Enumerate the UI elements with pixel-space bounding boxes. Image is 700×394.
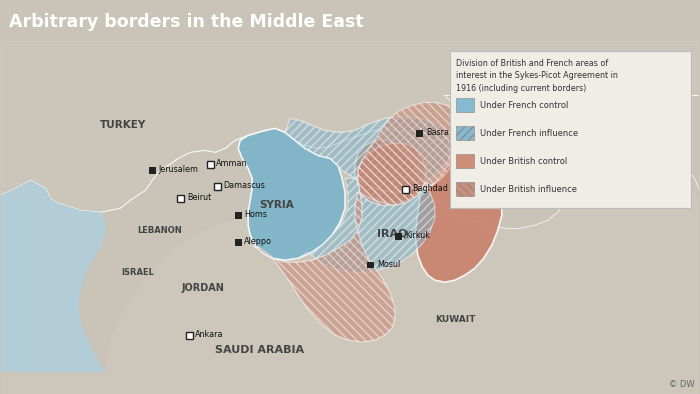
Text: Under French control: Under French control <box>480 101 568 110</box>
FancyBboxPatch shape <box>177 195 184 203</box>
Text: Division of British and French areas of
interest in the Sykes-Picot Agreement in: Division of British and French areas of … <box>456 59 617 93</box>
FancyBboxPatch shape <box>456 154 474 168</box>
FancyBboxPatch shape <box>186 332 192 339</box>
FancyBboxPatch shape <box>234 238 241 245</box>
Polygon shape <box>358 102 468 205</box>
Text: KUWAIT: KUWAIT <box>435 315 475 324</box>
Text: Basra: Basra <box>426 128 449 137</box>
Text: © DW: © DW <box>668 380 694 389</box>
FancyBboxPatch shape <box>206 162 214 169</box>
FancyBboxPatch shape <box>456 98 474 112</box>
Polygon shape <box>425 95 699 228</box>
Polygon shape <box>285 117 452 192</box>
Text: Ankara: Ankara <box>195 330 224 339</box>
FancyBboxPatch shape <box>368 262 374 268</box>
Polygon shape <box>298 178 435 272</box>
FancyBboxPatch shape <box>234 212 241 219</box>
Text: ISRAEL: ISRAEL <box>121 268 154 277</box>
Text: Mosul: Mosul <box>377 260 400 268</box>
Text: Beirut: Beirut <box>187 193 211 203</box>
Polygon shape <box>355 132 502 282</box>
Text: Under British control: Under British control <box>480 157 567 166</box>
Text: LEBANON: LEBANON <box>137 226 182 235</box>
FancyBboxPatch shape <box>214 183 220 190</box>
Text: TURKEY: TURKEY <box>99 121 146 130</box>
FancyBboxPatch shape <box>395 233 402 240</box>
Text: Jerusalem: Jerusalem <box>159 165 199 174</box>
Text: Kirkuk: Kirkuk <box>405 231 430 240</box>
Polygon shape <box>238 128 345 260</box>
Text: IRAQ: IRAQ <box>377 228 407 238</box>
Polygon shape <box>252 143 426 342</box>
Text: Under British influence: Under British influence <box>480 185 577 194</box>
FancyBboxPatch shape <box>456 182 474 196</box>
Text: Arbitrary borders in the Middle East: Arbitrary borders in the Middle East <box>9 13 364 31</box>
Text: Homs: Homs <box>244 210 267 219</box>
Text: Damascus: Damascus <box>223 181 265 190</box>
Polygon shape <box>1 41 699 212</box>
Text: Aleppo: Aleppo <box>244 236 272 245</box>
FancyBboxPatch shape <box>149 167 156 174</box>
FancyBboxPatch shape <box>456 126 474 140</box>
FancyBboxPatch shape <box>450 50 692 208</box>
Polygon shape <box>1 180 106 372</box>
Text: Baghdad: Baghdad <box>412 184 448 193</box>
Text: SAUDI ARABIA: SAUDI ARABIA <box>215 345 304 355</box>
Text: Amman: Amman <box>216 160 248 169</box>
FancyBboxPatch shape <box>402 186 409 193</box>
FancyBboxPatch shape <box>416 130 424 137</box>
Text: JORDAN: JORDAN <box>182 283 225 293</box>
Polygon shape <box>1 123 699 394</box>
Text: SYRIA: SYRIA <box>259 200 294 210</box>
Text: Under French influence: Under French influence <box>480 129 578 138</box>
